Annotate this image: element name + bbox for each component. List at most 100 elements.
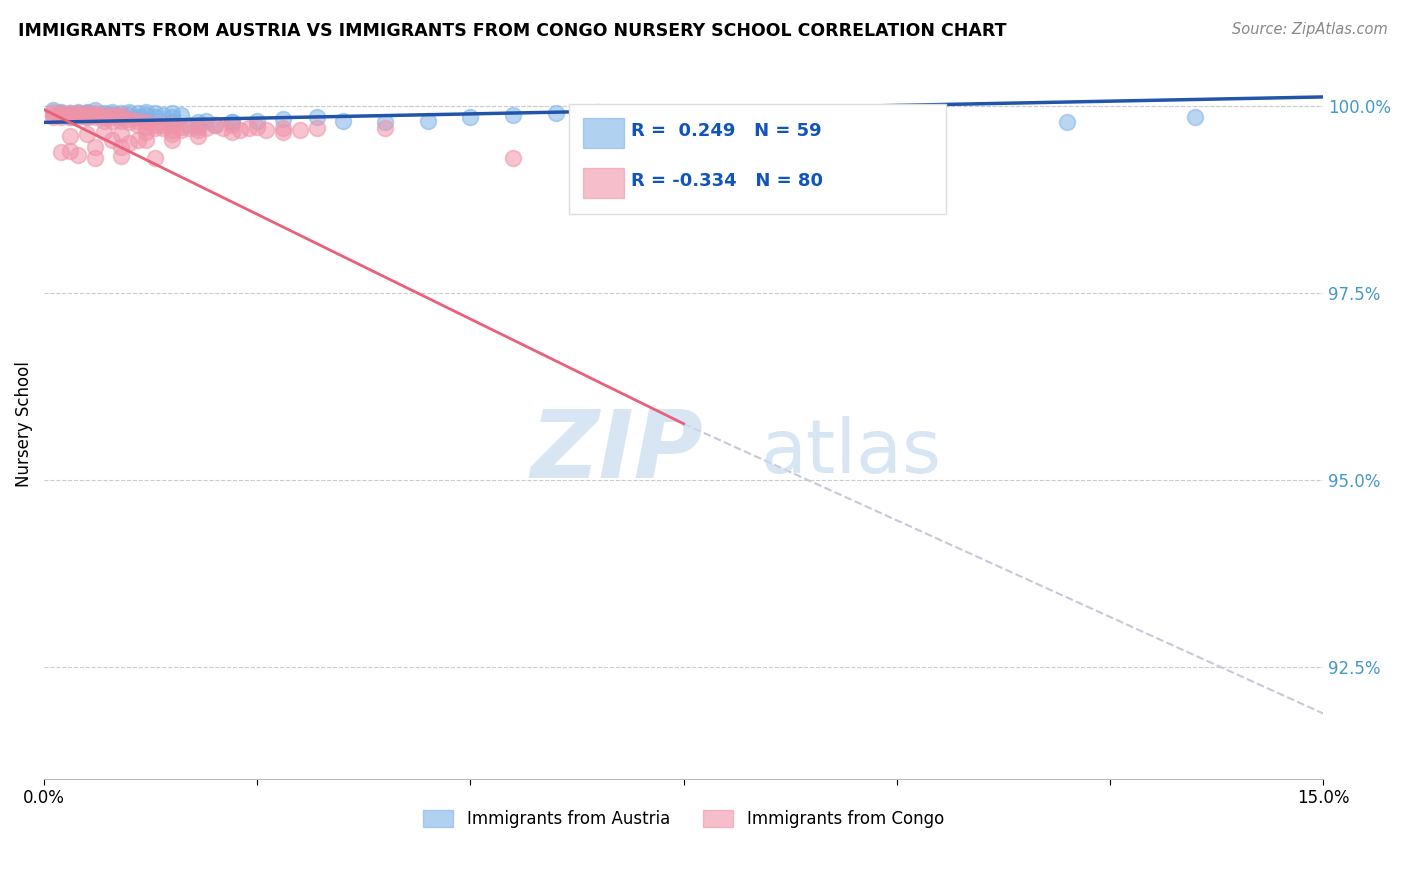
Point xyxy=(84,151,107,165)
Point xyxy=(758,108,780,122)
Point xyxy=(187,118,209,132)
Point xyxy=(288,123,311,137)
Point xyxy=(84,106,107,120)
Point xyxy=(101,104,124,119)
Point xyxy=(93,125,115,139)
FancyBboxPatch shape xyxy=(582,119,623,148)
Point xyxy=(195,113,218,128)
Point xyxy=(110,108,132,122)
Point xyxy=(630,106,652,120)
Point xyxy=(460,110,482,124)
Point xyxy=(51,110,73,124)
Point xyxy=(110,113,132,128)
Point xyxy=(110,106,132,120)
Point xyxy=(221,115,243,129)
Point xyxy=(127,118,149,132)
Text: ZIP: ZIP xyxy=(530,406,703,498)
Point xyxy=(169,123,191,137)
Point xyxy=(152,108,174,122)
Point xyxy=(110,140,132,154)
Point xyxy=(93,113,115,128)
Point xyxy=(221,115,243,129)
Legend: Immigrants from Austria, Immigrants from Congo: Immigrants from Austria, Immigrants from… xyxy=(416,803,950,835)
Point xyxy=(93,108,115,122)
Point xyxy=(212,121,235,136)
Point xyxy=(127,132,149,146)
Point xyxy=(246,120,269,134)
Point xyxy=(127,113,149,128)
Text: IMMIGRANTS FROM AUSTRIA VS IMMIGRANTS FROM CONGO NURSERY SCHOOL CORRELATION CHAR: IMMIGRANTS FROM AUSTRIA VS IMMIGRANTS FR… xyxy=(18,22,1007,40)
Point xyxy=(84,140,107,154)
Point xyxy=(169,108,191,122)
Point xyxy=(143,118,166,132)
Point xyxy=(135,108,157,122)
Point xyxy=(886,106,908,120)
Point xyxy=(67,106,90,120)
Point xyxy=(187,120,209,134)
Text: atlas: atlas xyxy=(761,416,942,489)
Point xyxy=(76,106,98,120)
Point xyxy=(59,108,82,122)
Point xyxy=(135,125,157,139)
Point xyxy=(76,104,98,119)
Point xyxy=(332,113,354,128)
Point xyxy=(204,118,226,132)
Point xyxy=(118,136,141,151)
Point xyxy=(221,118,243,132)
Point xyxy=(588,104,610,119)
Point xyxy=(67,110,90,124)
Point xyxy=(160,132,183,146)
Point xyxy=(41,104,63,119)
Point xyxy=(135,113,157,128)
Point xyxy=(246,113,269,128)
Point xyxy=(271,125,294,139)
Point xyxy=(59,144,82,158)
Point xyxy=(160,106,183,120)
FancyBboxPatch shape xyxy=(568,104,946,214)
Point xyxy=(160,123,183,137)
Point xyxy=(143,121,166,136)
Point xyxy=(135,120,157,134)
Point xyxy=(254,123,277,137)
Point xyxy=(76,106,98,120)
Point xyxy=(374,121,396,136)
Point xyxy=(127,106,149,120)
Point xyxy=(59,110,82,124)
Point xyxy=(51,106,73,120)
Point xyxy=(118,104,141,119)
Point xyxy=(93,106,115,120)
Point xyxy=(59,110,82,124)
Point xyxy=(76,110,98,124)
Point xyxy=(195,121,218,136)
Point xyxy=(152,118,174,132)
Point xyxy=(84,103,107,117)
Point xyxy=(59,106,82,120)
Point xyxy=(51,104,73,119)
Point xyxy=(76,108,98,122)
Point xyxy=(41,108,63,122)
Text: R = -0.334   N = 80: R = -0.334 N = 80 xyxy=(631,172,823,190)
Point xyxy=(51,106,73,120)
Point xyxy=(93,108,115,122)
Point xyxy=(152,121,174,136)
Point xyxy=(187,115,209,129)
Point xyxy=(177,121,200,136)
Point xyxy=(101,108,124,122)
Point xyxy=(59,106,82,120)
Point xyxy=(127,110,149,124)
Point xyxy=(271,112,294,127)
Point xyxy=(51,145,73,160)
Point xyxy=(41,103,63,117)
Point xyxy=(229,123,252,137)
Point xyxy=(118,112,141,127)
Point xyxy=(110,110,132,124)
Point xyxy=(160,118,183,132)
Point xyxy=(67,108,90,122)
Point xyxy=(93,110,115,124)
Point xyxy=(672,147,695,161)
Point xyxy=(160,128,183,142)
Text: Source: ZipAtlas.com: Source: ZipAtlas.com xyxy=(1232,22,1388,37)
Point xyxy=(1056,115,1078,129)
Point xyxy=(502,108,524,122)
Point xyxy=(101,110,124,124)
